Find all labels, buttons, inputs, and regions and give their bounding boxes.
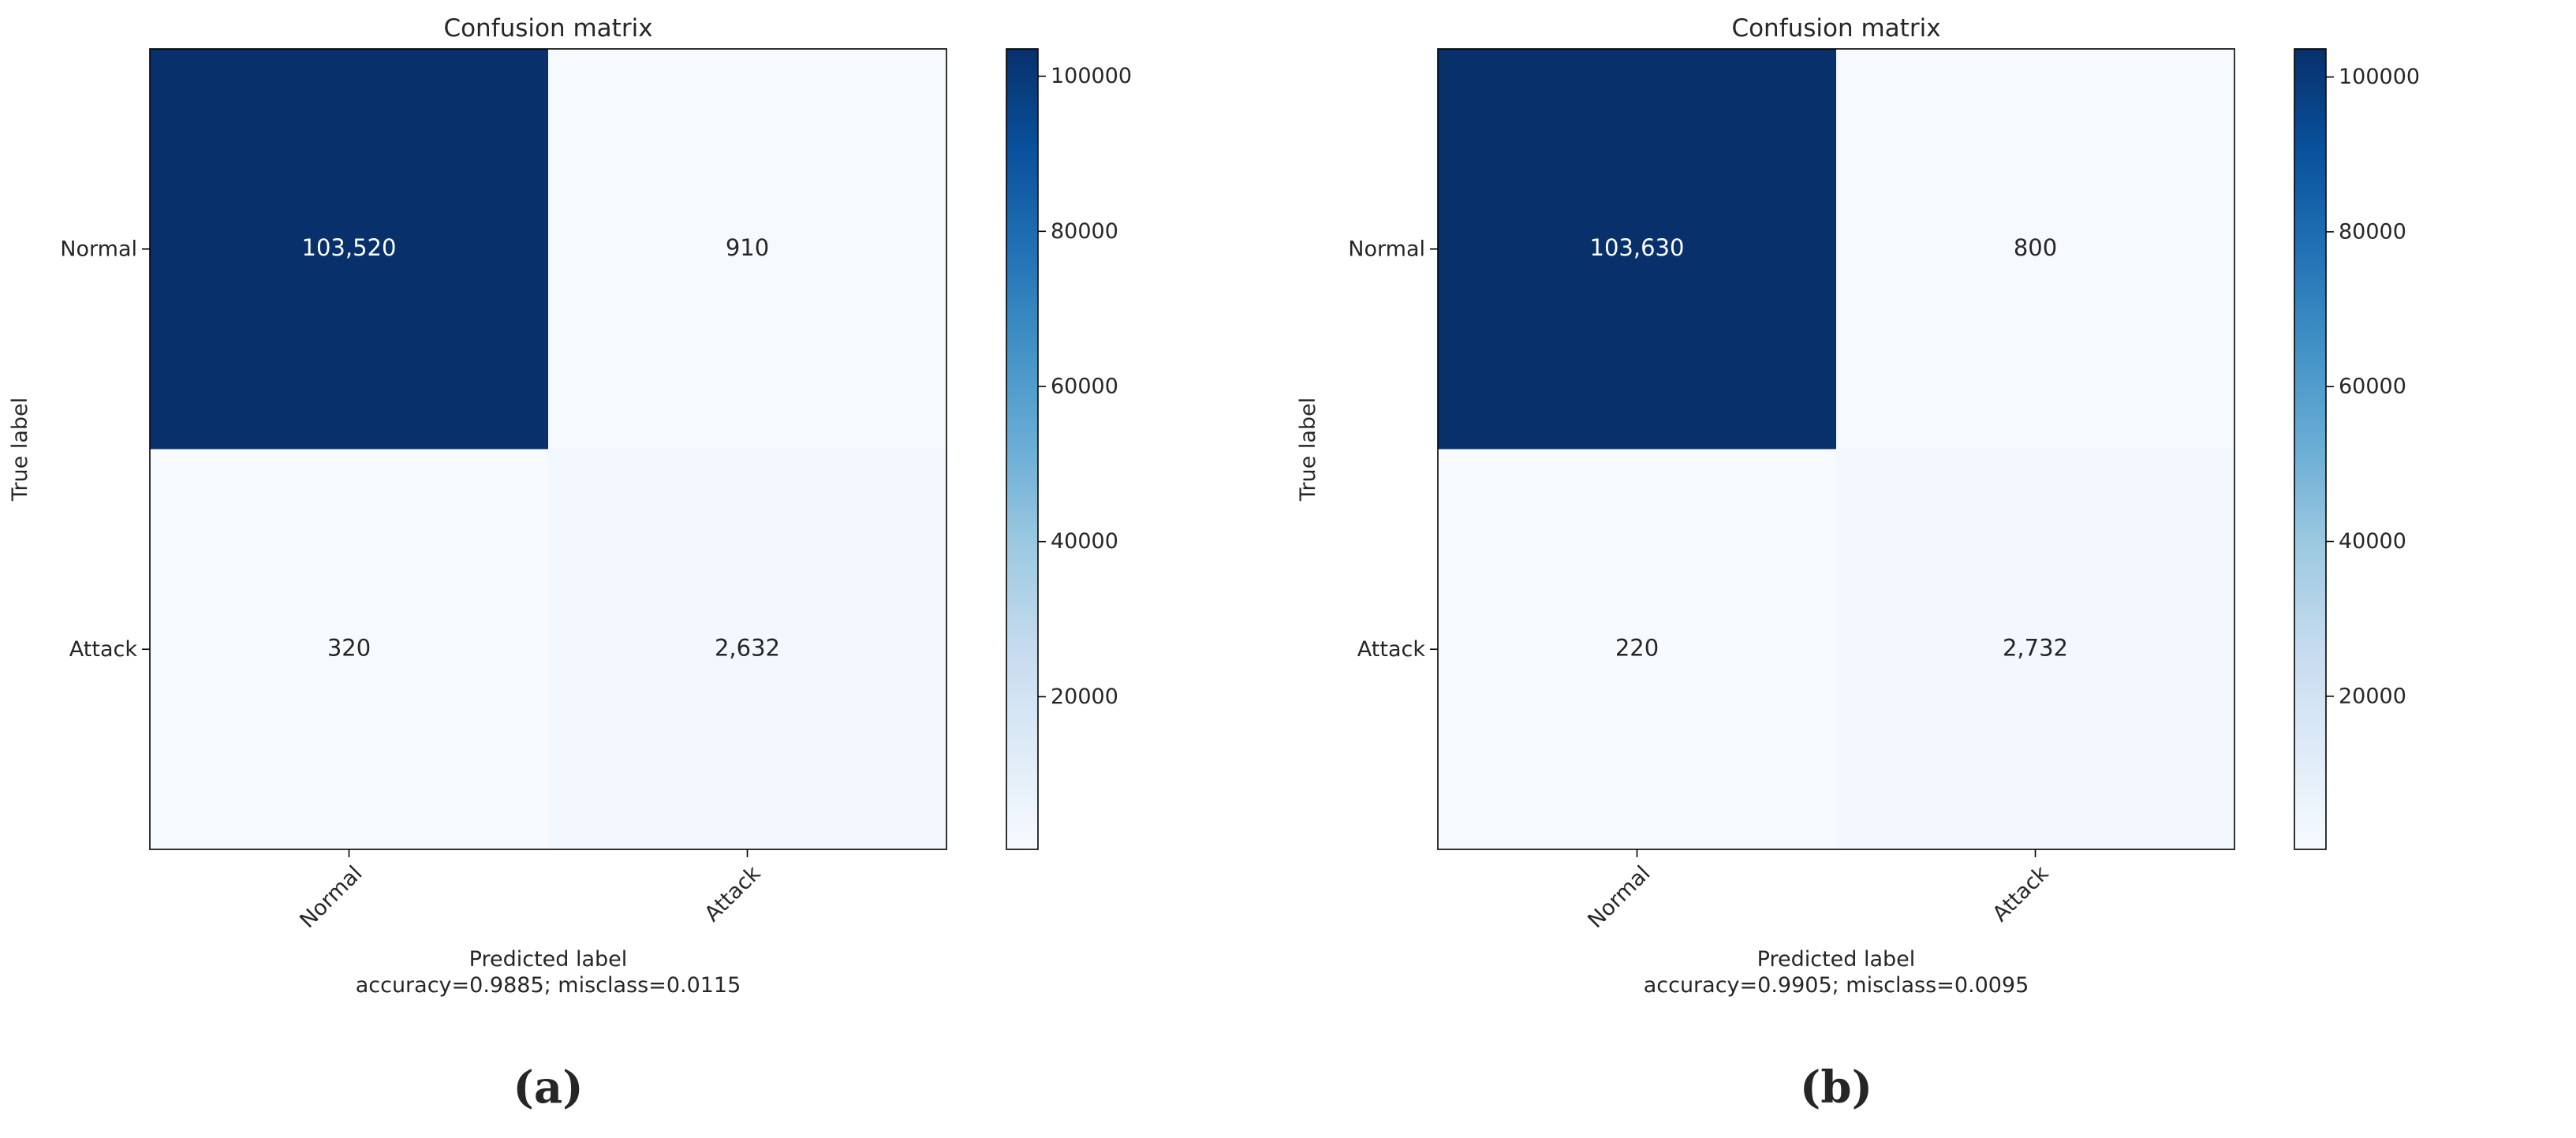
y-tick-label: Normal [1348, 237, 1425, 261]
matrix-cell [1836, 449, 2235, 850]
x-axis-label: Predicted label [1757, 947, 1916, 972]
colorbar-tick-label: 20000 [1051, 685, 1118, 709]
colorbar-tick-label: 60000 [2339, 375, 2406, 399]
panel-label: (b) [1800, 1062, 1872, 1114]
y-tick-label: Normal [60, 237, 137, 261]
matrix-frame [149, 48, 947, 850]
cell-value-label: 2,632 [715, 634, 780, 661]
x-tick-label: Normal [295, 861, 367, 933]
colorbar-tick-label: 80000 [1051, 219, 1118, 244]
y-tick-label: Attack [69, 637, 138, 662]
y-axis-label: True label [8, 397, 32, 502]
chart-title: Confusion matrix [443, 14, 652, 43]
cell-value-label: 220 [1615, 634, 1659, 661]
x-tick-label: Normal [1583, 861, 1655, 933]
colorbar-tick-label: 100000 [1051, 64, 1132, 88]
confusion-matrix-chart-a: Confusion matrix 103,520 910 320 2,632 Normal… [8, 14, 1132, 1114]
cell-value-label: 800 [2014, 234, 2057, 261]
colorbar-tick-label: 20000 [2339, 684, 2406, 708]
matrix-cell [150, 449, 549, 850]
accuracy-footer: accuracy=0.9905; misclass=0.0095 [1644, 973, 2029, 998]
colorbar-tick-label: 40000 [1051, 529, 1118, 554]
accuracy-footer: accuracy=0.9885; misclass=0.0115 [356, 973, 741, 998]
y-axis-label: True label [1296, 397, 1320, 502]
x-tick-label: Attack [1988, 861, 2054, 927]
cell-value-label: 103,520 [302, 234, 397, 261]
matrix-cell [1438, 449, 1837, 850]
x-axis-label: Predicted label [469, 947, 628, 972]
matrix-cell [1836, 49, 2235, 450]
cell-value-label: 320 [327, 634, 371, 661]
colorbar-tick-label: 80000 [2339, 219, 2406, 244]
cell-value-label: 2,732 [2003, 634, 2068, 661]
matrix-cell [548, 449, 947, 850]
colorbar [2294, 48, 2327, 850]
x-tick-label: Attack [700, 861, 766, 927]
y-tick-label: Attack [1357, 637, 1426, 662]
cell-value-label: 103,630 [1590, 234, 1685, 261]
matrix-cell [1438, 49, 1837, 450]
colorbar-tick-label: 60000 [1051, 375, 1118, 399]
colorbar-tick-label: 100000 [2339, 65, 2420, 89]
matrix-cell [150, 49, 549, 450]
panel-label: (a) [513, 1062, 583, 1114]
chart-title: Confusion matrix [1731, 14, 1940, 43]
colorbar [1006, 48, 1039, 850]
matrix-cell [548, 49, 947, 450]
cell-value-label: 910 [726, 234, 769, 261]
colorbar-tick-label: 40000 [2339, 529, 2406, 554]
matrix-frame [1437, 48, 2235, 850]
confusion-matrix-chart-b: Confusion matrix 103,630 800 220 2,732 Normal… [1296, 14, 2420, 1114]
